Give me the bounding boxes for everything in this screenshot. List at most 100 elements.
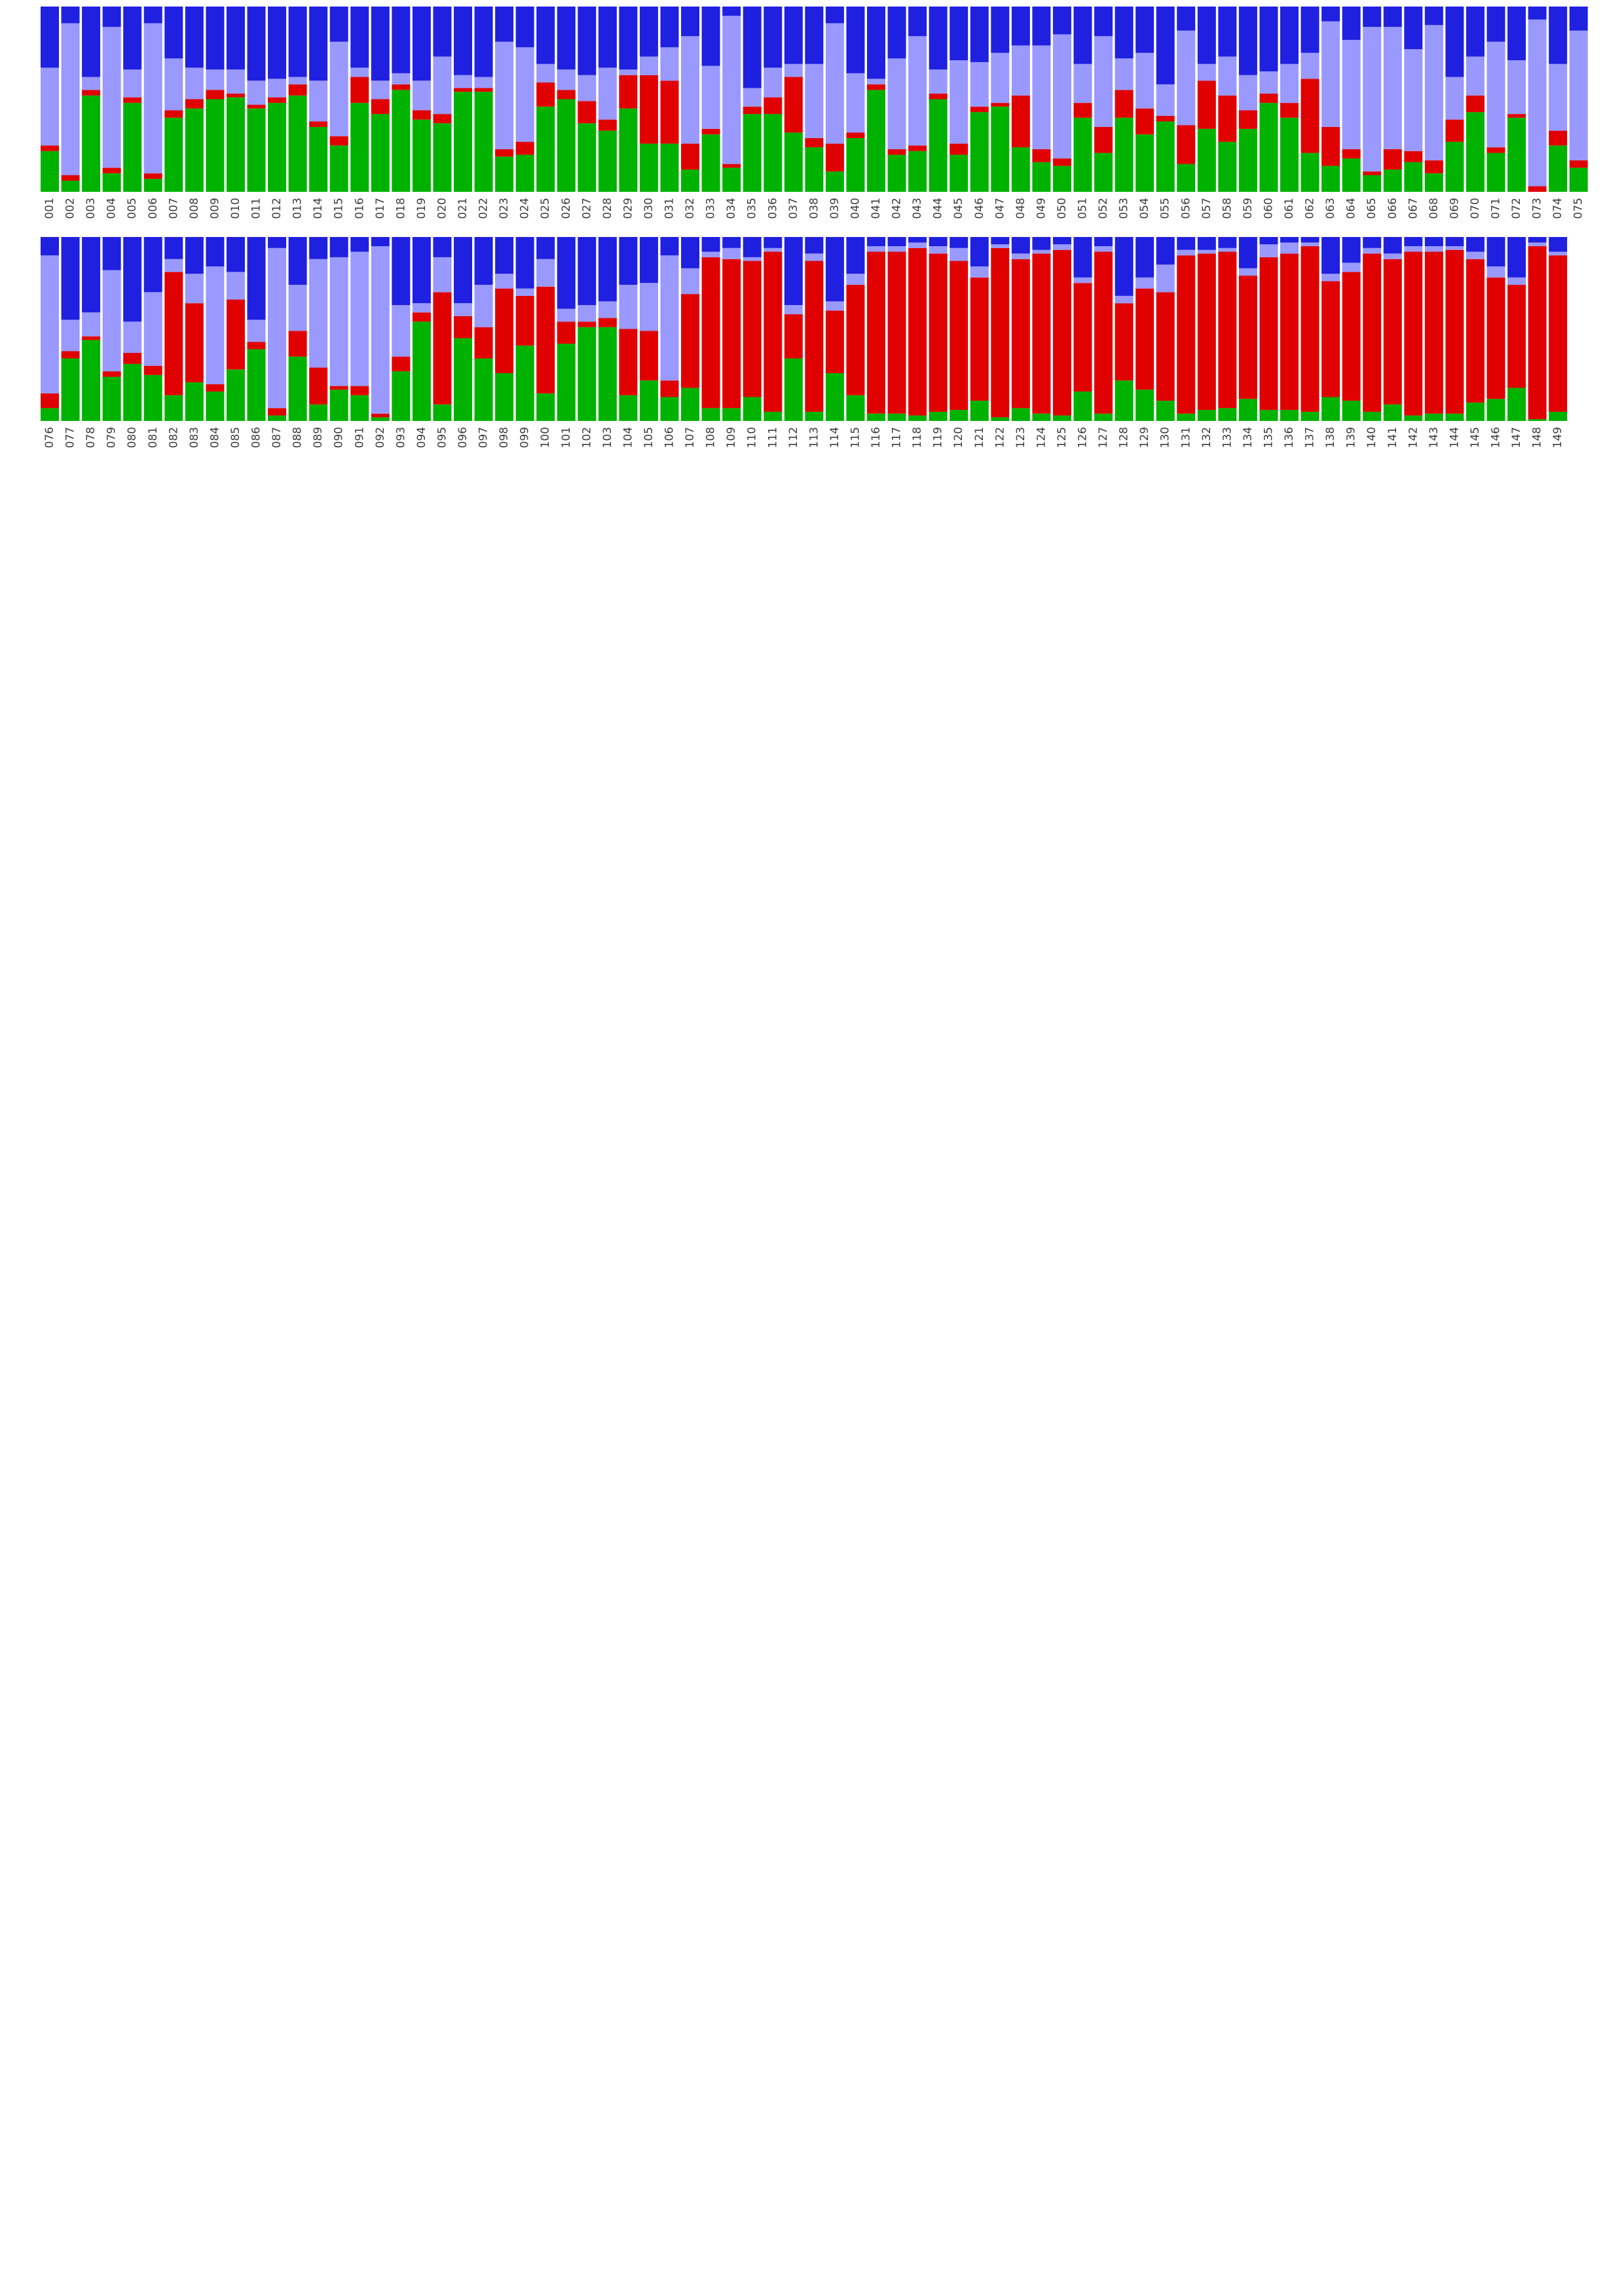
bar-segment-134-s1 — [1238, 399, 1257, 421]
bar-segment-074-s2 — [1549, 130, 1568, 146]
bar-segment-112-s1 — [784, 358, 803, 421]
bar-segment-128-s2 — [1115, 303, 1134, 381]
bar-segment-048-s4 — [1011, 7, 1030, 46]
bar-segment-065-s3 — [1363, 27, 1382, 172]
bar-segment-003-s2 — [82, 90, 101, 96]
x-tick-label: 124 — [1035, 427, 1048, 448]
bar-segment-030-s3 — [639, 56, 658, 75]
bar-segment-142-s1 — [1404, 415, 1423, 421]
bar-segment-002-s1 — [61, 181, 80, 192]
bar-segment-121-s4 — [970, 237, 989, 266]
bar-segment-105-s1 — [639, 380, 658, 421]
bar-segment-110-s1 — [743, 397, 762, 421]
bar-segment-097-s1 — [474, 358, 493, 421]
bar-segment-014-s2 — [309, 121, 328, 127]
bar-segment-116-s3 — [867, 246, 885, 252]
bar-segment-010-s3 — [226, 69, 245, 94]
bar-segment-145-s2 — [1466, 259, 1485, 403]
bar-segment-122-s2 — [991, 247, 1010, 418]
bar-segment-024-s2 — [515, 141, 534, 155]
bar-segment-028-s1 — [598, 130, 617, 192]
bar-segment-008-s3 — [185, 67, 204, 100]
bar-segment-128-s1 — [1115, 380, 1134, 421]
bar-segment-070-s4 — [1466, 7, 1485, 57]
bar-segment-145-s3 — [1466, 251, 1485, 259]
x-tick-label: 069 — [1448, 198, 1461, 219]
bar-segment-042-s3 — [887, 58, 906, 149]
bar-segment-022-s2 — [474, 88, 493, 92]
bar-segment-025-s3 — [536, 64, 555, 83]
x-tick-label: 100 — [539, 427, 552, 448]
bar-segment-009-s4 — [206, 7, 225, 70]
bar-segment-034-s2 — [722, 164, 741, 168]
bar-segment-004-s3 — [102, 27, 121, 168]
bar-segment-148-s2 — [1528, 246, 1547, 420]
bar-segment-083-s2 — [185, 303, 204, 382]
bar-segment-131-s1 — [1177, 413, 1196, 421]
bar-segment-057-s4 — [1197, 7, 1216, 64]
bar-segment-016-s2 — [350, 77, 369, 103]
bar-segment-142-s4 — [1404, 237, 1423, 247]
chart-panel-2: 076 077 078 079 080 081 082 083 084 085 086 087 088 0… — [41, 237, 1568, 448]
bar-segment-022-s1 — [474, 92, 493, 192]
bar-segment-122-s4 — [991, 237, 1010, 245]
bar-segment-062-s1 — [1301, 153, 1320, 192]
bar-segment-018-s3 — [392, 73, 411, 84]
x-tick-label: 046 — [973, 198, 986, 219]
x-tick-label: 099 — [519, 427, 532, 448]
x-tick-label: 084 — [208, 427, 221, 448]
bar-segment-021-s1 — [454, 92, 472, 192]
bar-segment-084-s1 — [206, 392, 225, 421]
bar-segment-055-s3 — [1156, 84, 1175, 116]
bar-segment-118-s3 — [908, 242, 927, 248]
x-tick-label: 146 — [1490, 427, 1503, 448]
bar-segment-121-s2 — [970, 277, 989, 401]
bar-segment-010-s1 — [226, 97, 245, 192]
x-tick-label: 101 — [560, 427, 573, 448]
bar-segment-050-s4 — [1052, 7, 1071, 35]
bar-segment-014-s3 — [309, 81, 328, 122]
bar-segment-144-s4 — [1445, 237, 1464, 247]
bar-segment-003-s4 — [82, 7, 101, 77]
bar-segment-013-s3 — [288, 77, 307, 84]
x-tick-label: 143 — [1428, 427, 1441, 448]
bar-segment-072-s3 — [1507, 60, 1526, 115]
bar-segment-017-s1 — [371, 114, 390, 192]
bar-segment-070-s2 — [1466, 95, 1485, 113]
bar-segment-048-s1 — [1011, 147, 1030, 192]
bar-segment-130-s3 — [1156, 264, 1175, 293]
bar-segment-026-s2 — [557, 90, 576, 100]
bar-segment-005-s1 — [123, 103, 142, 192]
x-tick-label: 067 — [1407, 198, 1420, 219]
bar-segment-072-s2 — [1507, 114, 1526, 118]
bar-segment-052-s1 — [1094, 153, 1113, 192]
bar-segment-117-s3 — [887, 246, 906, 252]
bar-segment-033-s4 — [701, 7, 720, 66]
x-tick-label: 142 — [1407, 427, 1420, 448]
bar-segment-131-s2 — [1177, 255, 1196, 414]
bar-segment-149-s3 — [1549, 251, 1568, 256]
bar-segment-031-s4 — [660, 7, 679, 48]
bar-segment-108-s1 — [701, 408, 720, 421]
bar-segment-118-s2 — [908, 247, 927, 416]
bar-segment-116-s1 — [867, 413, 885, 421]
bar-segment-055-s4 — [1156, 7, 1175, 84]
bar-segment-111-s4 — [764, 237, 783, 248]
x-tick-label: 078 — [84, 427, 98, 448]
bar-segment-006-s3 — [143, 23, 162, 173]
bar-segment-063-s2 — [1321, 126, 1340, 166]
bar-segment-022-s3 — [474, 77, 493, 88]
bar-segment-111-s3 — [764, 247, 783, 252]
x-tick-label: 123 — [1014, 427, 1027, 448]
bar-segment-065-s4 — [1363, 7, 1382, 27]
x-tick-label: 029 — [621, 198, 635, 219]
bar-segment-133-s2 — [1218, 251, 1237, 409]
x-tick-label: 055 — [1159, 198, 1172, 219]
bar-segment-106-s2 — [660, 380, 679, 397]
bar-segment-074-s3 — [1549, 64, 1568, 131]
bar-segment-027-s3 — [578, 75, 597, 101]
x-tick-label: 102 — [580, 427, 593, 448]
bar-segment-037-s4 — [784, 7, 803, 64]
bar-segment-037-s1 — [784, 132, 803, 192]
bar-segment-141-s2 — [1383, 259, 1402, 405]
